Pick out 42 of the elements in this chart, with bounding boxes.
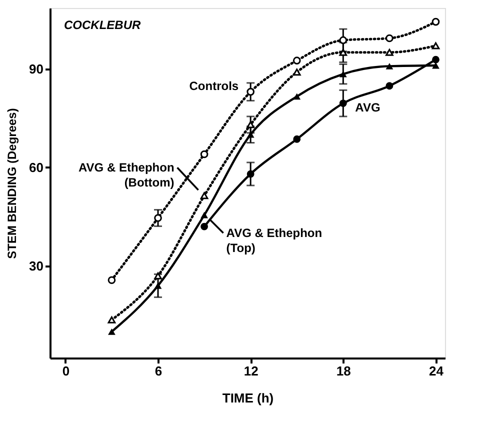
x-tick-label: 6: [154, 364, 162, 378]
point: [108, 316, 116, 324]
x-tick-label: 18: [336, 364, 351, 378]
point: [246, 88, 254, 96]
series-label: Controls: [189, 78, 239, 93]
point: [432, 42, 440, 50]
y-tick-label: 90: [29, 61, 44, 76]
point: [293, 135, 301, 143]
legend-label: AVG & Ethephon (Top): [226, 226, 322, 256]
point: [154, 214, 162, 222]
point: [386, 48, 394, 56]
y-axis-title: STEM BENDING (Degrees): [5, 108, 20, 259]
x-axis-title: TIME (h): [222, 390, 274, 406]
point: [386, 82, 394, 90]
point: [339, 100, 347, 108]
point: [154, 272, 162, 280]
point: [386, 62, 394, 70]
point: [292, 56, 301, 64]
point: [432, 62, 440, 69]
point: [200, 212, 208, 218]
point: [292, 68, 301, 76]
x-tick-label: 12: [244, 364, 258, 378]
series-label: AVG: [355, 100, 380, 114]
point: [339, 70, 347, 78]
point: [293, 93, 301, 100]
point: [200, 222, 208, 230]
point: [432, 18, 440, 26]
point: [246, 121, 254, 128]
text: AVG & Ethephon (Bottom): [78, 160, 174, 190]
point: [108, 328, 116, 335]
point: [108, 276, 116, 284]
point: [339, 36, 348, 44]
y-tick-label: 60: [29, 160, 44, 175]
point: [200, 192, 208, 200]
point: [200, 150, 208, 158]
point: [386, 34, 394, 42]
point: [246, 170, 254, 178]
point: [432, 56, 440, 64]
y-tick-label: 30: [29, 258, 44, 274]
x-tick-label: 24: [429, 364, 444, 378]
x-tick-label: 0: [62, 364, 70, 378]
text: COCKLEBUR: [64, 18, 141, 32]
